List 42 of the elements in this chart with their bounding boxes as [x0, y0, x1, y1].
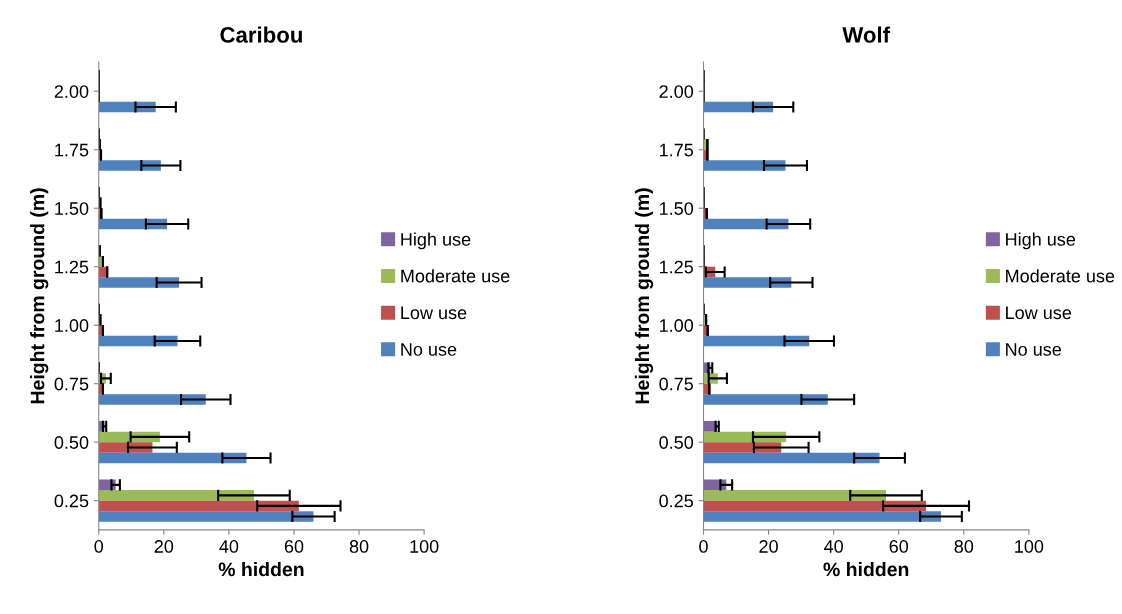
- legend-label: Low use: [401, 306, 467, 320]
- y-tick-label: 2.00: [659, 85, 694, 98]
- y-tick-label: 0.75: [659, 377, 694, 391]
- legend-label: Moderate use: [1006, 269, 1115, 283]
- y-tick-label: 0.75: [54, 377, 89, 391]
- x-tick-label: 40: [824, 540, 843, 553]
- chart-title: Caribou: [220, 26, 302, 43]
- x-tick-label: 100: [1015, 540, 1044, 553]
- x-tick-label: 100: [410, 540, 439, 553]
- y-tick-label: 0.50: [54, 436, 89, 449]
- x-axis-title: % hidden: [218, 561, 304, 577]
- y-tick-label: 0.25: [54, 494, 89, 508]
- x-tick-label: 0: [699, 540, 708, 553]
- x-tick-label: 80: [954, 540, 974, 553]
- x-tick-label: 40: [219, 540, 239, 553]
- y-axis-title: Height from ground (m): [30, 188, 49, 404]
- y-tick-label: 1.50: [660, 202, 694, 215]
- chart-title: Wolf: [842, 26, 891, 43]
- x-tick-label: 60: [889, 540, 909, 553]
- y-tick-label: 0.25: [659, 494, 694, 508]
- legend-label: Moderate use: [401, 269, 510, 283]
- y-tick-label: 1.00: [660, 319, 694, 332]
- y-tick-label: 0.50: [659, 436, 694, 449]
- x-tick-label: 20: [759, 540, 778, 553]
- legend-label: High use: [1006, 232, 1076, 250]
- x-tick-label: 60: [284, 540, 304, 553]
- y-tick-label: 1.75: [55, 143, 89, 157]
- legend-label: No use: [1006, 343, 1062, 356]
- x-tick-label: 20: [154, 540, 174, 553]
- legend-label: High use: [401, 232, 471, 250]
- y-tick-label: 1.25: [660, 260, 694, 274]
- y-tick-label: 1.25: [55, 260, 89, 274]
- x-tick-label: 80: [349, 540, 369, 553]
- x-axis-title: % hidden: [823, 561, 909, 577]
- legend-label: Low use: [1006, 306, 1072, 320]
- y-tick-label: 1.75: [660, 143, 694, 157]
- y-tick-label: 1.50: [55, 202, 89, 215]
- y-tick-label: 1.00: [55, 319, 89, 332]
- legend-label: No use: [401, 343, 457, 356]
- x-tick-label: 0: [94, 540, 104, 553]
- y-axis-title: Height from ground (m): [634, 188, 654, 404]
- y-tick-label: 2.00: [54, 85, 89, 98]
